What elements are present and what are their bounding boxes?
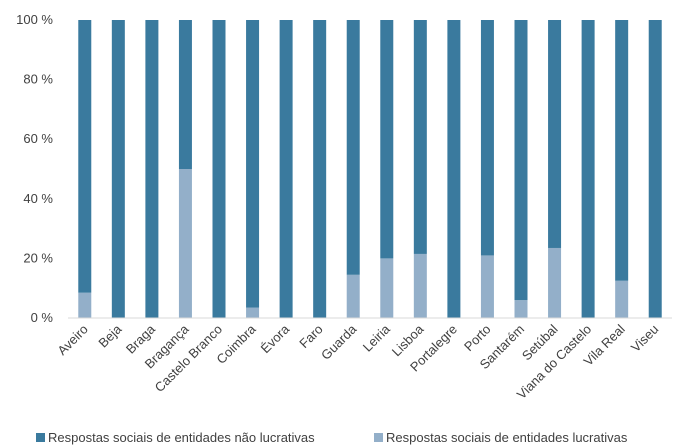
legend-swatch-non-profit (36, 433, 45, 442)
bar-segment-non-profit (413, 20, 427, 254)
bar-segment-non-profit (447, 20, 461, 318)
x-category-label: Guarda (318, 321, 360, 363)
bar-segment-non-profit (514, 20, 528, 301)
bar-segment-non-profit (648, 20, 662, 318)
bar-segment-profit (480, 255, 494, 318)
bar-segment-non-profit (380, 20, 394, 259)
bar-segment-profit (78, 292, 92, 318)
x-category-label: Aveiro (54, 322, 91, 359)
bar-segment-non-profit (178, 20, 192, 169)
legend-label-profit: Respostas sociais de entidades lucrativa… (386, 430, 628, 445)
bar-segment-profit (380, 258, 394, 318)
bar-segment-profit (413, 253, 427, 318)
x-category-label: Faro (296, 322, 326, 352)
bar-segment-non-profit (78, 20, 92, 293)
y-tick-label: 60 % (23, 131, 53, 146)
bars (78, 20, 662, 318)
bar-segment-non-profit (581, 20, 595, 318)
x-category-label: Évora (258, 321, 293, 356)
y-tick-label: 80 % (23, 72, 53, 87)
legend-label-non-profit: Respostas sociais de entidades não lucra… (48, 430, 315, 445)
x-category-label: Beja (95, 321, 125, 351)
bar-segment-non-profit (279, 20, 293, 318)
y-tick-label: 40 % (23, 191, 53, 206)
bar-segment-profit (178, 169, 192, 318)
y-tick-label: 0 % (31, 310, 54, 325)
bar-segment-non-profit (111, 20, 125, 318)
bar-segment-profit (514, 300, 528, 318)
y-axis: 0 % 20 % 40 % 60 % 80 % 100 % (16, 12, 53, 325)
bar-segment-non-profit (246, 20, 260, 308)
y-tick-label: 100 % (16, 12, 53, 27)
y-tick-label: 20 % (23, 250, 53, 265)
bar-segment-profit (548, 247, 562, 318)
bar-segment-non-profit (313, 20, 327, 318)
bar-segment-non-profit (212, 20, 226, 318)
bar-segment-non-profit (145, 20, 159, 318)
bar-segment-non-profit (548, 20, 562, 248)
legend: Respostas sociais de entidades não lucra… (36, 430, 628, 445)
bar-segment-profit (246, 307, 260, 318)
x-category-label: Viseu (628, 322, 661, 355)
bar-segment-non-profit (615, 20, 629, 281)
bar-segment-profit (346, 274, 360, 318)
bar-segment-non-profit (480, 20, 494, 256)
bar-segment-non-profit (346, 20, 360, 275)
bar-segment-profit (615, 280, 629, 318)
legend-swatch-profit (374, 433, 383, 442)
